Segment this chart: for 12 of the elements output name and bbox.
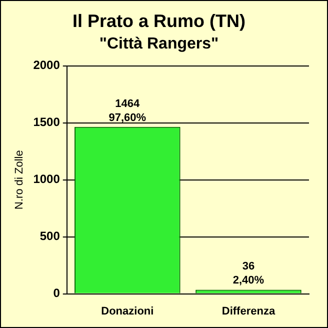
data-label: 36 2,40%: [232, 260, 264, 287]
y-tick-label: 2000: [33, 58, 60, 72]
y-tick-label: 500: [40, 229, 60, 244]
chart-subtitle: "Città Rangers": [99, 36, 219, 53]
y-tick-label: 1000: [33, 172, 60, 186]
x-tick-label: Differenza: [222, 305, 276, 318]
y-axis-title: N.ro di Zolle: [14, 150, 26, 210]
y-tick-label: 1500: [33, 115, 60, 130]
x-tick-label: Donazioni: [101, 305, 154, 318]
y-tick-label: 0: [53, 286, 60, 300]
data-label: 1464 97,60%: [108, 98, 146, 124]
chart-title: Il Prato a Rumo (TN): [72, 10, 246, 31]
